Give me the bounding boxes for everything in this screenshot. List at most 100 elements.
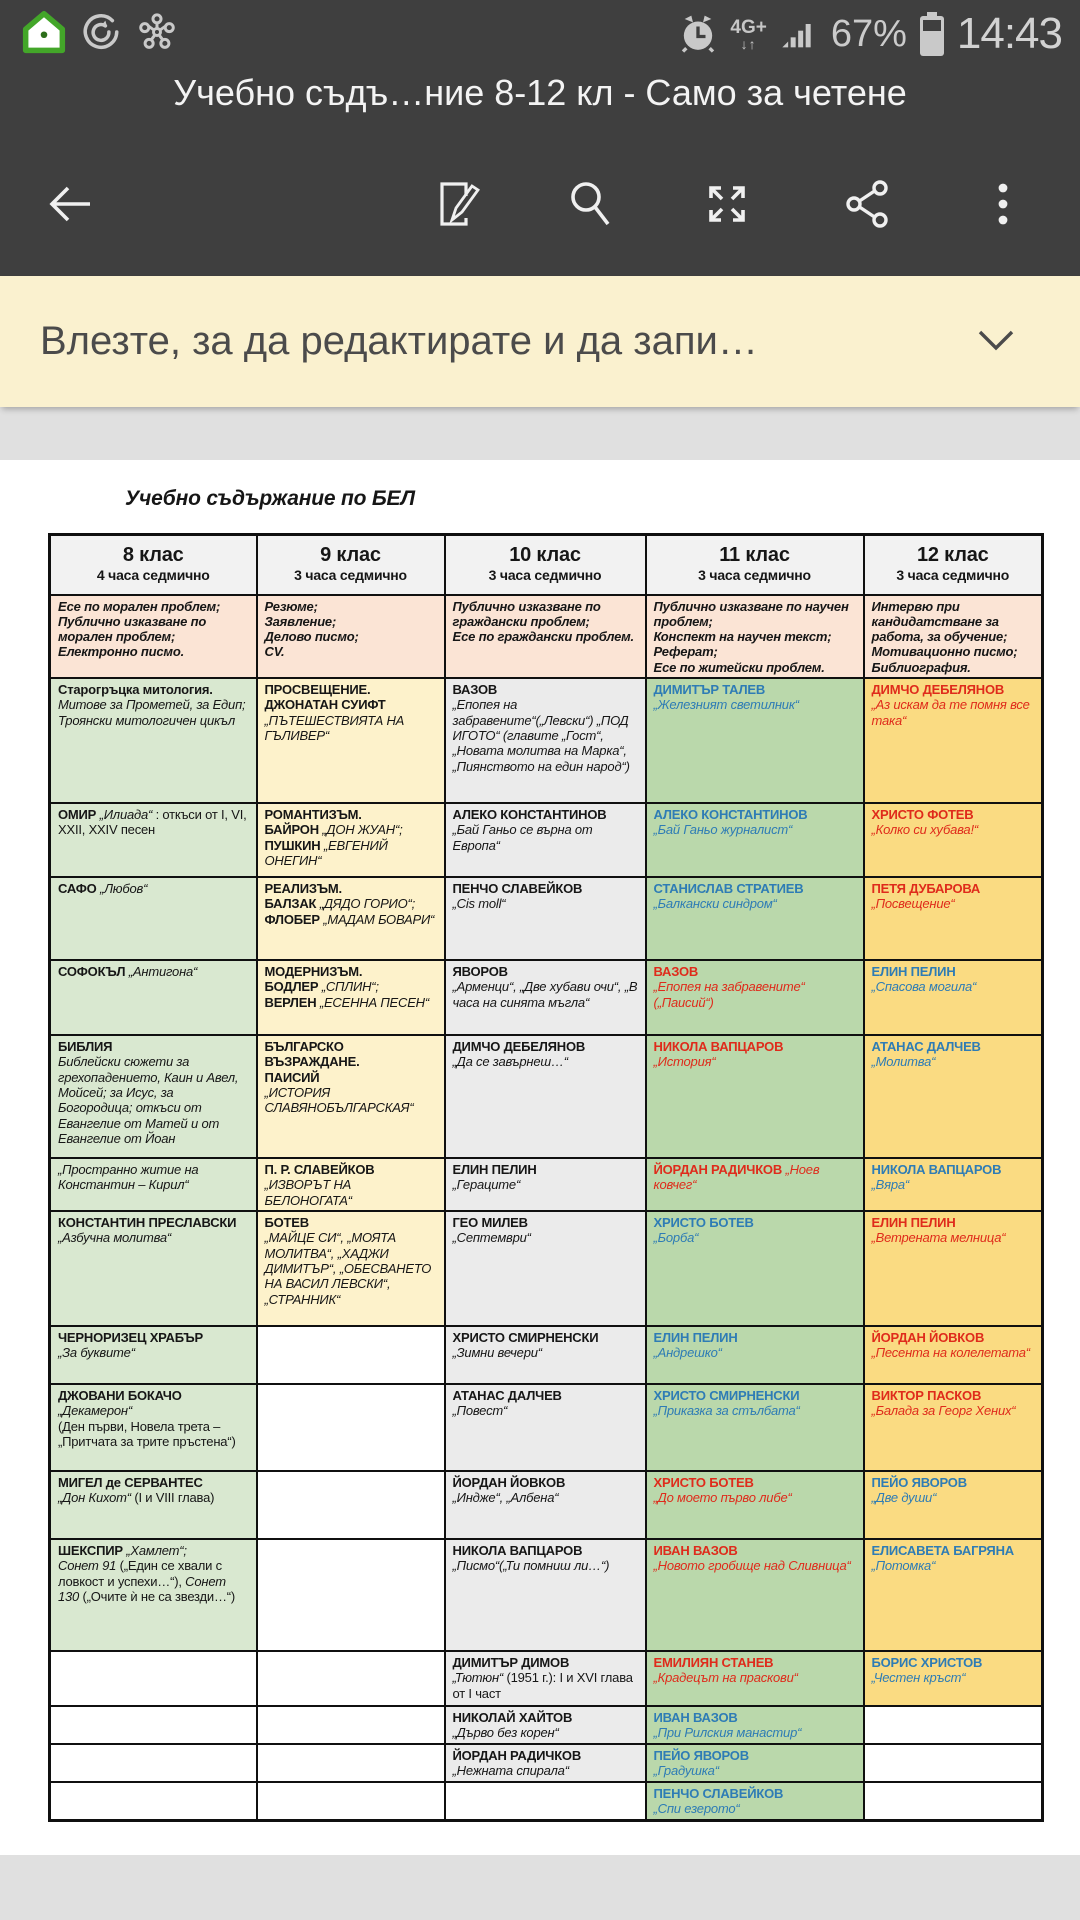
cell-text: ЕЛИН ПЕЛИН	[871, 1215, 956, 1231]
cell-text: ХРИСТО БОТЕВ	[653, 1475, 754, 1491]
sign-in-banner[interactable]: Влезте, за да редактирате и да запи…	[0, 276, 1080, 407]
cell-text: ПЕЙО ЯВОРОВ	[653, 1748, 750, 1764]
table-cell: ДИМЧО ДЕБЕЛЯНОВ „Да се завърнеш…“	[443, 1034, 647, 1160]
table-cell: ИВАН ВАЗОВ „При Рилския манастир“	[644, 1705, 865, 1746]
document-page-viewport[interactable]: Учебно съдържание по БЕЛ 8 клас 4 часа се…	[0, 460, 1080, 1855]
table-cell: ХРИСТО СМИРНЕНСКИ „Приказка за стълбата“	[644, 1383, 865, 1473]
home-icon	[22, 10, 66, 54]
cell-text: „При Рилския манастир“	[653, 1725, 802, 1741]
alarm-icon	[678, 14, 718, 54]
cell-text: „ИСТОРИЯ СЛАВЯНОБЪЛГАРСКАЯ“	[264, 1085, 414, 1116]
grade-header-cell: 10 клас 3 часа седмично	[443, 533, 647, 596]
cell-text: ПЕЙО ЯВОРОВ	[871, 1475, 968, 1491]
cell-text: ЯВОРОВ	[452, 964, 509, 980]
cell-text: (I и VIII глава)	[130, 1490, 215, 1506]
search-icon[interactable]	[562, 176, 618, 232]
table-cell: СОФОКЪЛ „Антигона“	[48, 959, 258, 1037]
table-cell: МОДЕРНИЗЪМ. БОДЛЕР „СПЛИН“; ВЕРЛЕН „ЕСЕННА…	[255, 959, 446, 1037]
more-options-icon[interactable]	[975, 176, 1031, 232]
table-cell: МИГЕЛ де СЕРВАНТЕС „Дон Кихот“ (I и VIII …	[48, 1470, 258, 1541]
cell-text: ДЖОНАТАН СУИФТ	[264, 697, 386, 713]
cell-text: ЕЛИН ПЕЛИН	[871, 964, 956, 980]
cell-text: „ЕСЕННА ПЕСЕН“	[319, 994, 429, 1010]
grade-header-cell: 9 клас 3 часа седмично	[255, 533, 446, 596]
cell-text: „МАДАМ БОВАРИ“	[323, 911, 435, 927]
table-cell: ЕЛИН ПЕЛИН „Андрешко“	[644, 1325, 865, 1386]
cell-text: : откъси от I, VI, XXII, XXIV песен	[58, 807, 247, 838]
table-cell: ОМИР „Илиада“ : откъси от I, VI, XXII, X…	[48, 802, 258, 879]
fullscreen-icon[interactable]	[699, 176, 755, 232]
cell-text: Есе по граждански проблем.	[452, 629, 635, 645]
cell-text: 11 клас	[719, 543, 790, 566]
cell-text: НИКОЛАЙ ХАЙТОВ	[452, 1710, 573, 1726]
table-cell: Публично изказване по научен проблем; Кон…	[644, 593, 865, 680]
table-cell: ИВАН ВАЗОВ „Новото гробище над Сливница“	[644, 1538, 865, 1653]
cell-text: Публично изказване по научен проблем;	[653, 598, 849, 629]
table-cell: НИКОЛА ВАПЦАРОВ „История“	[644, 1034, 865, 1160]
cell-text: ПАИСИЙ	[264, 1069, 320, 1085]
back-button[interactable]	[42, 176, 98, 232]
table-cell: СТАНИСЛАВ СТРАТИЕВ „Балкански синдром“	[644, 876, 865, 962]
cell-text: „Колко си хубава!“	[871, 822, 979, 838]
cell-text: ФЛОБЕР	[264, 911, 324, 927]
cell-text: Публично изказване по морален проблем;	[58, 613, 207, 645]
clock-label: 14:43	[956, 9, 1063, 58]
table-cell	[443, 1781, 647, 1822]
table-header-row: 8 клас 4 часа седмично 9 клас 3 часа седмич…	[48, 533, 1044, 596]
cell-text: „Арменци“, „Две хубави очи“, „В часа на …	[452, 979, 638, 1010]
table-cell: ЙОРДАН РАДИЧКОВ „Ноев ковчег“	[644, 1157, 865, 1213]
table-cell: ЕЛИН ПЕЛИН „Ветрената мелница“	[862, 1210, 1044, 1328]
cell-text: „Бай Ганьо журналист“	[653, 822, 793, 838]
cell-text: „ДОН ЖУАН“;	[322, 822, 403, 838]
cell-text: ПЕТЯ ДУБАРОВА	[871, 881, 981, 897]
table-cell: П. Р. СЛАВЕЙКОВ „ИЗВОРЪТ НА БЕЛОНОГАТА“	[255, 1157, 446, 1213]
table-cell: ВИКТОР ПАСКОВ „Балада за Георг Хених“	[862, 1383, 1044, 1473]
table-row: ШЕКСПИР „Хамлет“; Сонет 91 („Един се хвал…	[48, 1538, 1044, 1653]
table-cell: БЪЛГАРСКО ВЪЗРАЖДАНЕ. ПАИСИЙ „ИСТОРИЯ СЛАВ…	[255, 1034, 446, 1160]
cell-text: ВАЗОВ	[452, 682, 498, 698]
share-icon[interactable]	[840, 176, 896, 232]
table-cell: ШЕКСПИР „Хамлет“; Сонет 91 („Един се хвал…	[48, 1538, 258, 1653]
cell-text: 8 клас	[122, 543, 184, 566]
status-right-cluster: 4G+ ↓↑ 67%	[678, 6, 1063, 62]
table-row: „Пространно житие на Константин – Кирил“…	[48, 1157, 1044, 1213]
document-title-bar: Учебно съдъ…ние 8-12 кл - Само за четене	[173, 72, 907, 113]
cell-text: „Посвещение“	[871, 896, 955, 912]
table-cell: ЕЛИН ПЕЛИН „Гераците“	[443, 1157, 647, 1213]
cell-text: Митове за Прометей, за Едип; Троянски ми…	[58, 697, 246, 728]
cell-text: „Молитва“	[871, 1054, 936, 1070]
cell-text: „За буквите“	[58, 1345, 135, 1361]
cell-text: „Спи езерото“	[653, 1801, 740, 1817]
cell-text: БАЛЗАК	[264, 896, 320, 912]
toolbar	[0, 176, 1080, 240]
cell-text: „Антигона“	[128, 964, 198, 980]
cell-text: ОМИР	[58, 807, 100, 823]
cell-text: (1951 г.): I и XVI глава от I част	[452, 1670, 633, 1701]
table-cell: ГЕО МИЛЕВ „Септември“	[443, 1210, 647, 1328]
cell-text: АЛЕКО КОНСТАНТИНОВ	[452, 807, 607, 823]
cell-text: ЙОРДАН РАДИЧКОВ	[452, 1748, 582, 1764]
cell-text: „Борба“	[653, 1230, 699, 1246]
cell-text: „Да се завърнеш…“	[452, 1054, 569, 1070]
chevron-down-icon[interactable]	[974, 326, 1018, 356]
table-row: ДИМИТЪР ДИМОВ „Тютюн“ (1951 г.): I и XVI …	[48, 1650, 1044, 1708]
table-cell: ЙОРДАН РАДИЧКОВ „Нежната спирала“	[443, 1743, 647, 1784]
cell-text: „Балкански синдром“	[653, 896, 777, 912]
cell-text: Заявление;	[264, 613, 337, 629]
cell-text: „Градушка“	[653, 1763, 720, 1779]
table-cell: АЛЕКО КОНСТАНТИНОВ „Бай Ганьо се върна от…	[443, 802, 647, 879]
battery-percent-label: 67%	[830, 12, 907, 55]
cell-text: Интервю при кандидатстване за работа, за…	[871, 598, 1008, 645]
cell-text: ДИМИТЪР ДИМОВ	[452, 1655, 570, 1671]
cell-text: „ДЯДО ГОРИО“;	[319, 896, 416, 912]
cell-text: „Декамерон“	[58, 1403, 132, 1419]
cell-text: АТАНАС ДАЛЧЕВ	[452, 1388, 562, 1404]
edit-button[interactable]	[428, 176, 484, 232]
cell-text: ДИМЧО ДЕБЕЛЯНОВ	[452, 1039, 586, 1055]
table-cell: БОТЕВ „МАЙЦЕ СИ“, „МОЯТА МОЛИТВА“, „ХАДЖИ…	[255, 1210, 446, 1328]
cell-text: „Любов“	[99, 881, 148, 897]
cell-text: МИГЕЛ де СЕРВАНТЕС	[58, 1475, 203, 1491]
cell-text: Сонет 91	[58, 1558, 117, 1574]
table-row: СОФОКЪЛ „Антигона“ МОДЕРНИЗЪМ. БОДЛЕР „СПЛ…	[48, 959, 1044, 1037]
